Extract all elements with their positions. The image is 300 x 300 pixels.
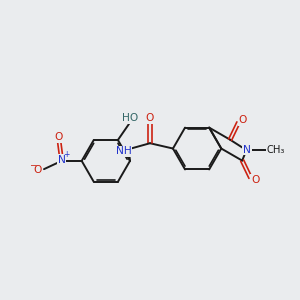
Text: O: O <box>54 132 63 142</box>
Text: O: O <box>33 165 42 175</box>
Text: NH: NH <box>116 146 131 157</box>
Text: N: N <box>243 145 251 154</box>
Text: N: N <box>58 155 66 165</box>
Text: O: O <box>239 115 247 125</box>
Text: HO: HO <box>122 113 138 124</box>
Text: O: O <box>145 113 154 124</box>
Text: +: + <box>63 150 69 159</box>
Text: CH₃: CH₃ <box>266 145 284 155</box>
Text: −: − <box>29 160 37 169</box>
Text: O: O <box>251 175 259 185</box>
